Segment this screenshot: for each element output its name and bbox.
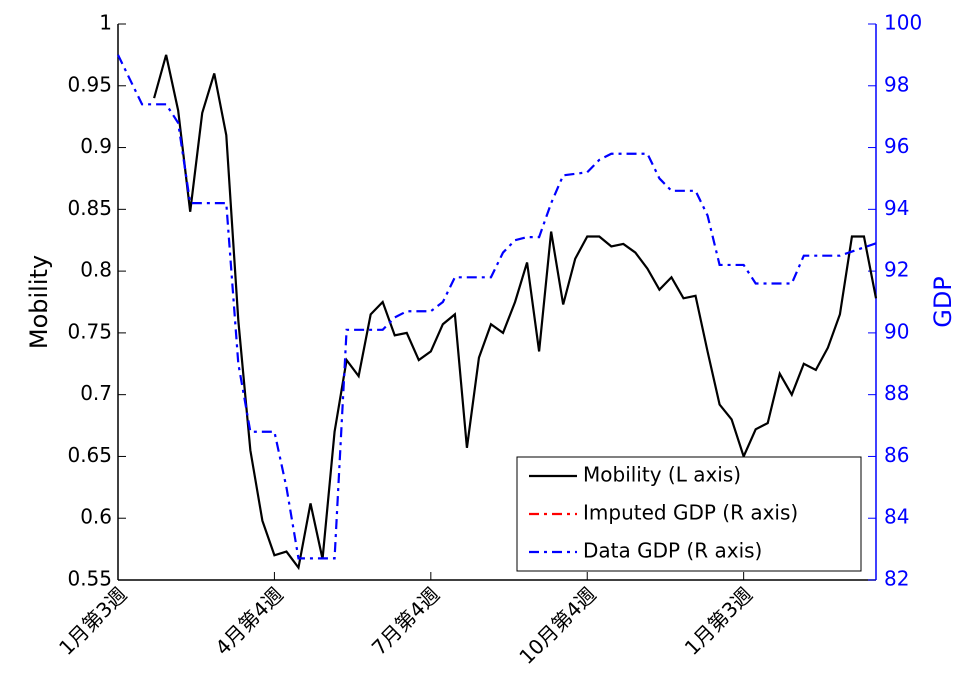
y2-tick-label: 96 xyxy=(884,134,909,158)
series-line xyxy=(117,54,877,560)
x-tick-label: 1月第3週 xyxy=(54,582,131,659)
legend-label: Data GDP (R axis) xyxy=(583,539,762,563)
y2-tick-label: 100 xyxy=(884,11,922,35)
x-tick-label: 1月第3週 xyxy=(680,582,757,659)
y-tick-label: 0.85 xyxy=(67,196,112,220)
x-tick-label: 4月第4週 xyxy=(210,582,287,659)
y-tick-label: 1 xyxy=(99,11,112,35)
y2-axis-label: GDP xyxy=(929,276,957,328)
x-tick-label: 10月第4週 xyxy=(514,582,600,668)
x-tick-label: 7月第4週 xyxy=(367,582,444,659)
y-tick-label: 0.55 xyxy=(67,567,112,591)
legend-label: Imputed GDP (R axis) xyxy=(583,501,798,525)
series-line xyxy=(153,54,878,571)
legend-label: Mobility (L axis) xyxy=(583,463,741,487)
y-tick-label: 0.65 xyxy=(67,443,112,467)
y-tick-label: 0.95 xyxy=(67,72,112,96)
y2-tick-label: 94 xyxy=(884,196,909,220)
y-tick-label: 0.7 xyxy=(80,381,112,405)
y-tick-label: 0.75 xyxy=(67,319,112,343)
y2-tick-label: 84 xyxy=(884,505,909,529)
y-tick-label: 0.6 xyxy=(80,505,112,529)
y2-tick-label: 90 xyxy=(884,319,909,343)
y-tick-label: 0.8 xyxy=(80,258,112,282)
y2-tick-label: 86 xyxy=(884,443,909,467)
y2-tick-label: 88 xyxy=(884,381,909,405)
y2-tick-label: 98 xyxy=(884,72,909,96)
y-tick-label: 0.9 xyxy=(80,134,112,158)
y-axis-label: Mobility xyxy=(25,255,53,349)
y2-tick-label: 92 xyxy=(884,258,909,282)
y2-tick-label: 82 xyxy=(884,567,909,591)
